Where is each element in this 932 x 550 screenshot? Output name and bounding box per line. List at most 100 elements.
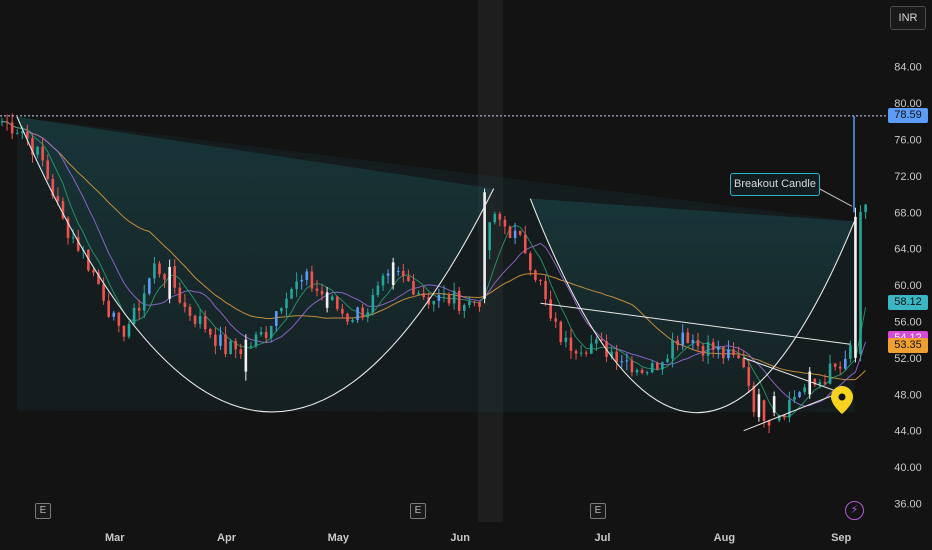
candle [554, 312, 558, 329]
y-axis-tick-label: 52.00 [894, 353, 922, 365]
candle-body [280, 308, 283, 312]
x-axis-tick-label: Apr [217, 532, 237, 544]
first-cup-fill [17, 116, 494, 412]
candle [584, 350, 588, 357]
candle-body [666, 358, 669, 363]
y-axis-tick-label: 56.00 [894, 317, 922, 329]
candle-body [650, 363, 654, 373]
earnings-badge-2[interactable]: E [410, 503, 426, 519]
breakout-candle-annotation: Breakout Candle [730, 173, 820, 196]
candle-body [788, 399, 791, 418]
candle [356, 306, 359, 323]
candle [838, 361, 842, 375]
candle [249, 342, 253, 349]
candle [132, 303, 136, 327]
location-pin-icon [831, 386, 853, 414]
candle [208, 327, 212, 339]
candle-body [630, 360, 634, 373]
candle [808, 367, 812, 399]
currency-label[interactable]: INR [890, 6, 926, 30]
candle-body [513, 230, 517, 239]
candle-body [188, 306, 192, 316]
candle [549, 290, 552, 322]
candle-body [92, 270, 95, 273]
candle-body [798, 392, 801, 398]
candle-body [783, 414, 786, 418]
candle [473, 300, 476, 307]
candle [193, 314, 197, 328]
candle-body [219, 334, 222, 346]
candle [696, 332, 700, 353]
candle [843, 350, 847, 371]
candle [452, 282, 456, 310]
candle-body [534, 270, 537, 280]
candle-body [452, 290, 456, 304]
candle [163, 272, 166, 288]
earnings-badge-3[interactable]: E [590, 503, 606, 519]
candle [732, 342, 735, 358]
candle-body [10, 122, 14, 134]
candle [793, 390, 796, 404]
candle-body [529, 253, 532, 271]
candle [412, 274, 415, 296]
candle-body [722, 347, 725, 359]
candle-body [371, 294, 375, 313]
candle [305, 268, 309, 286]
candle-body [346, 313, 349, 322]
candle-body [696, 340, 700, 346]
candle [798, 391, 801, 399]
candle-body [376, 285, 380, 295]
candle [630, 356, 634, 377]
candle [407, 269, 410, 282]
candle-body [579, 352, 583, 354]
candle [468, 296, 471, 309]
candle [625, 353, 629, 371]
x-axis-tick-label: May [328, 532, 350, 544]
candle-body [661, 362, 664, 370]
candle-body [412, 280, 415, 295]
candle [61, 197, 65, 220]
candle-body [859, 212, 862, 355]
candle [589, 334, 593, 354]
candle-body [757, 394, 761, 418]
candle-body [315, 288, 319, 291]
candle [280, 307, 283, 314]
candle [666, 354, 669, 363]
candle [747, 359, 751, 394]
candle [391, 257, 395, 290]
candle-body [437, 295, 441, 301]
candle-body [244, 339, 248, 372]
earnings-badge-1[interactable]: E [35, 503, 51, 519]
candle [0, 117, 4, 127]
candle [722, 346, 725, 364]
candle [254, 331, 258, 349]
candle-body [71, 237, 75, 239]
candle [315, 279, 319, 297]
candle-body [391, 262, 395, 286]
candle [462, 303, 466, 319]
candle-body [254, 334, 258, 347]
candle-body [549, 299, 552, 319]
candle-body [600, 339, 603, 342]
candle-body [341, 308, 344, 314]
candle [818, 378, 822, 389]
candle-body [849, 345, 852, 359]
lightning-icon[interactable]: ⚡︎ [845, 501, 864, 520]
candle [153, 256, 156, 284]
candle-body [813, 378, 817, 385]
candle [691, 334, 695, 349]
candle-body [518, 230, 522, 235]
candle [366, 308, 370, 323]
candle [701, 342, 705, 362]
candle [66, 216, 70, 245]
candle-body [285, 298, 288, 309]
candle-body [447, 294, 451, 304]
candle [107, 292, 110, 318]
candle [178, 282, 182, 304]
candle [300, 274, 304, 290]
candle [396, 266, 400, 276]
candle [859, 205, 862, 362]
candle [508, 225, 512, 239]
